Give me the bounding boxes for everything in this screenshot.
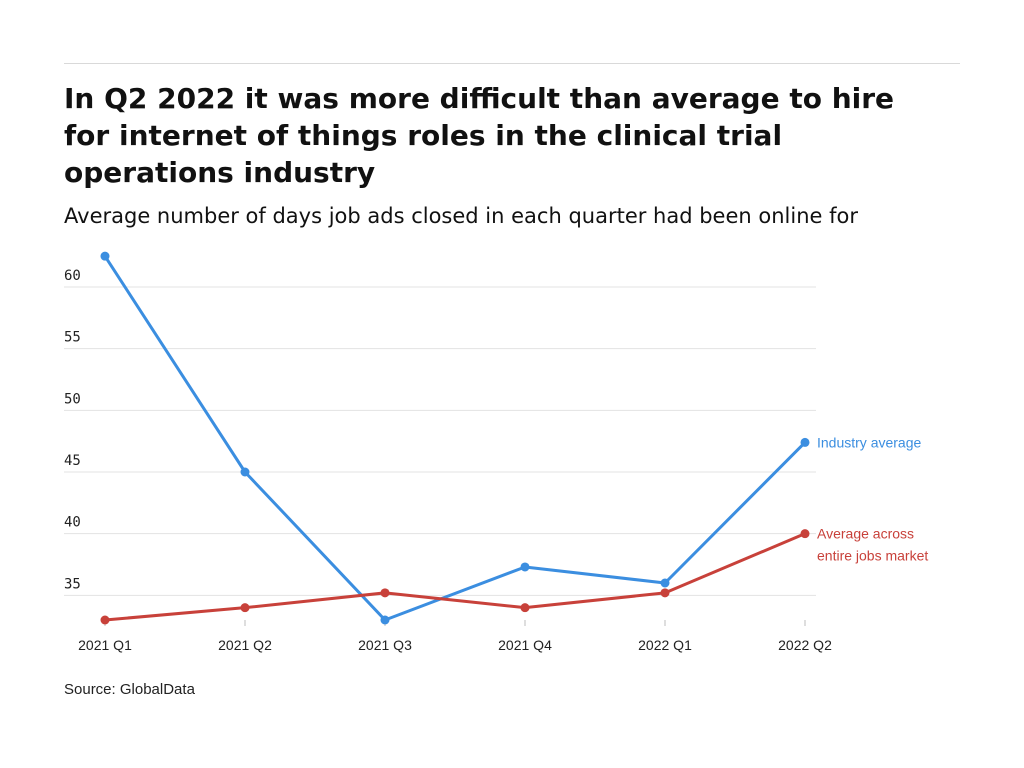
data-point-average-across-entire-jobs-market-0 — [100, 615, 110, 625]
data-point-industry-average-2 — [380, 615, 390, 625]
series-label-average-across-entire-jobs-market: Average across entire jobs market — [817, 526, 928, 564]
x-tick-label-5: 2022 Q2 — [778, 637, 832, 653]
y-tick-label-60: 60 — [64, 268, 81, 284]
x-tick-label-1: 2021 Q2 — [218, 637, 272, 653]
series-labels: Industry average Average across entire job… — [817, 434, 928, 563]
top-divider — [64, 63, 960, 64]
chart-title: In Q2 2022 it was more difficult than av… — [64, 82, 895, 189]
series-line-average-across-entire-jobs-market — [103, 532, 807, 622]
x-tick-label-0: 2021 Q1 — [78, 637, 132, 653]
series — [100, 251, 810, 625]
x-axis: 2021 Q1 2021 Q2 2021 Q3 2021 Q4 2022 Q1 2022 … — [78, 620, 832, 653]
data-point-average-across-entire-jobs-market-5 — [800, 529, 810, 539]
chart-subtitle: Average number of days job ads closed in… — [64, 204, 858, 228]
data-point-industry-average-1 — [240, 467, 250, 477]
data-point-industry-average-5 — [800, 437, 810, 447]
y-tick-label-40: 40 — [64, 515, 81, 531]
y-axis: 35 40 45 50 55 60 — [64, 268, 81, 592]
x-tick-label-3: 2021 Q4 — [498, 637, 552, 653]
series-label-industry-average: Industry average — [817, 434, 921, 450]
data-point-industry-average-4 — [660, 578, 670, 588]
series-label-line-average-across-entire-jobs-market-0: Average across — [817, 526, 914, 542]
y-tick-label-45: 45 — [64, 453, 81, 469]
series-label-line-industry-average-0: Industry average — [817, 434, 921, 450]
source-note: Source: GlobalData — [64, 681, 195, 698]
y-tick-label-50: 50 — [64, 391, 81, 407]
data-point-industry-average-3 — [520, 562, 530, 572]
data-point-average-across-entire-jobs-market-1 — [240, 603, 250, 613]
series-line-industry-average — [103, 254, 807, 622]
y-tick-label-55: 55 — [64, 330, 81, 346]
series-label-line-average-across-entire-jobs-market-1: entire jobs market — [817, 548, 928, 564]
x-tick-label-2: 2021 Q3 — [358, 637, 412, 653]
x-tick-label-4: 2022 Q1 — [638, 637, 692, 653]
data-point-industry-average-0 — [100, 251, 110, 261]
y-tick-label-35: 35 — [64, 576, 81, 592]
grid — [64, 286, 816, 596]
data-point-average-across-entire-jobs-market-2 — [380, 588, 390, 598]
data-point-average-across-entire-jobs-market-3 — [520, 603, 530, 613]
data-point-average-across-entire-jobs-market-4 — [660, 588, 670, 598]
